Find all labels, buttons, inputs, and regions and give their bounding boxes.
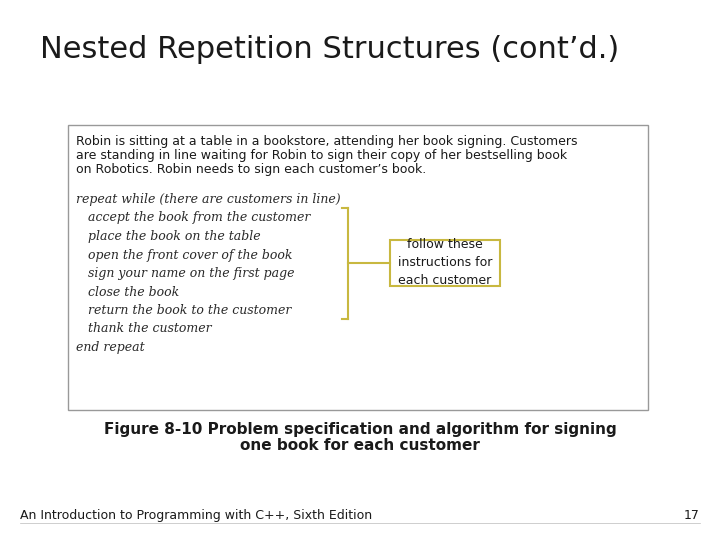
FancyBboxPatch shape	[68, 125, 648, 410]
FancyBboxPatch shape	[390, 240, 500, 286]
Text: follow these
instructions for
each customer: follow these instructions for each custo…	[398, 239, 492, 287]
Text: An Introduction to Programming with C++, Sixth Edition: An Introduction to Programming with C++,…	[20, 509, 372, 522]
Text: are standing in line waiting for Robin to sign their copy of her bestselling boo: are standing in line waiting for Robin t…	[76, 149, 567, 162]
Text: 17: 17	[684, 509, 700, 522]
Text: repeat while (there are customers in line): repeat while (there are customers in lin…	[76, 193, 341, 206]
Text: accept the book from the customer: accept the book from the customer	[76, 212, 310, 225]
Text: close the book: close the book	[76, 286, 179, 299]
Text: open the front cover of the book: open the front cover of the book	[76, 248, 292, 261]
Text: thank the customer: thank the customer	[76, 322, 212, 335]
Text: sign your name on the first page: sign your name on the first page	[76, 267, 294, 280]
Text: Nested Repetition Structures (cont’d.): Nested Repetition Structures (cont’d.)	[40, 35, 619, 64]
Text: return the book to the customer: return the book to the customer	[76, 304, 292, 317]
Text: place the book on the table: place the book on the table	[76, 230, 261, 243]
Text: Figure 8-10 Problem specification and algorithm for signing: Figure 8-10 Problem specification and al…	[104, 422, 616, 437]
Text: one book for each customer: one book for each customer	[240, 438, 480, 453]
Text: on Robotics. Robin needs to sign each customer’s book.: on Robotics. Robin needs to sign each cu…	[76, 163, 426, 176]
Text: Robin is sitting at a table in a bookstore, attending her book signing. Customer: Robin is sitting at a table in a booksto…	[76, 135, 577, 148]
Text: end repeat: end repeat	[76, 341, 145, 354]
